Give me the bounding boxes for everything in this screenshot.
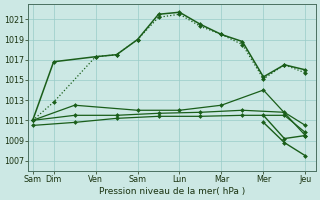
X-axis label: Pression niveau de la mer( hPa ): Pression niveau de la mer( hPa ) [99, 187, 245, 196]
